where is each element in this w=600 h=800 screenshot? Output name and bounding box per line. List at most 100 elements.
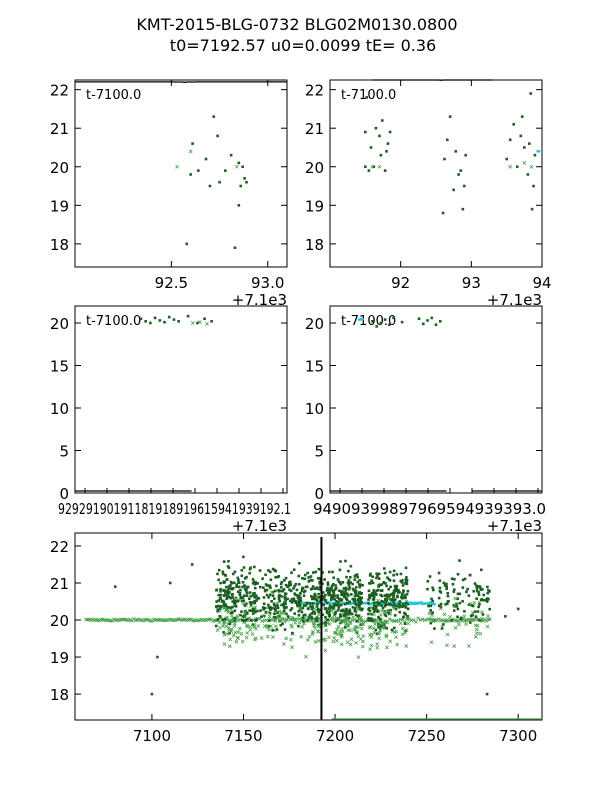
data-point-cross: [349, 637, 354, 642]
data-point: [400, 581, 404, 584]
data-point: [245, 602, 248, 606]
data-point: [482, 593, 486, 597]
data-point: [222, 594, 226, 597]
data-point: [405, 582, 409, 586]
data-point: [324, 621, 327, 624]
data-point: [387, 610, 390, 614]
plot-frame: [329, 79, 543, 268]
data-point-cross: [375, 642, 380, 647]
data-point-cross: [482, 617, 487, 622]
panel-annotation: t-7100.0: [86, 314, 141, 329]
data-point: [196, 321, 199, 325]
data-point: [299, 591, 302, 595]
data-point: [328, 587, 332, 590]
data-point-cross: [375, 645, 380, 650]
data-point-cross: [227, 628, 231, 633]
data-point: [334, 588, 337, 591]
data-point: [343, 611, 347, 615]
data-point: [255, 599, 258, 602]
data-point: [216, 610, 220, 613]
data-point-cross: [392, 619, 397, 623]
data-point: [486, 599, 489, 602]
data-point: [300, 586, 304, 590]
data-point-cross: [242, 611, 247, 616]
data-point-cross: [332, 631, 337, 635]
data-point: [445, 585, 448, 588]
data-point: [186, 314, 190, 318]
data-point: [231, 596, 234, 599]
data-point-cross: [472, 600, 477, 605]
data-point: [331, 594, 335, 598]
data-point: [290, 601, 294, 604]
data-point: [371, 575, 375, 579]
data-point: [218, 604, 221, 608]
data-point: [379, 593, 382, 597]
data-point: [321, 571, 324, 574]
data-point: [347, 579, 351, 582]
data-point: [221, 572, 225, 576]
data-point: [459, 169, 463, 172]
data-point-cross: [205, 321, 209, 326]
data-point: [270, 600, 273, 603]
data-point: [421, 322, 425, 326]
data-point: [334, 619, 338, 623]
x-offset-label: +7.1e3: [487, 517, 542, 535]
data-point-cross: [316, 629, 321, 634]
data-point: [453, 577, 456, 581]
data-point: [283, 597, 287, 600]
data-point: [357, 599, 361, 603]
data-point: [228, 606, 232, 609]
data-point: [321, 598, 325, 601]
data-point: [297, 602, 300, 606]
data-point: [325, 611, 329, 614]
data-point: [406, 614, 409, 618]
data-point: [240, 569, 244, 572]
data-point: [229, 611, 233, 615]
data-point: [289, 583, 293, 587]
data-point: [185, 242, 189, 246]
data-point: [222, 560, 226, 563]
data-point-cross: [373, 618, 378, 623]
y-tick-label: 22: [305, 82, 324, 100]
data-point: [356, 594, 360, 597]
data-point: [386, 142, 390, 145]
data-point: [268, 619, 271, 622]
data-point-cross: [376, 598, 381, 603]
data-point: [219, 597, 223, 601]
data-point: [392, 579, 396, 583]
data-point: [377, 625, 380, 629]
data-point: [301, 616, 304, 620]
data-point: [313, 587, 317, 590]
data-point: [282, 609, 286, 613]
data-point: [275, 584, 278, 588]
data-point: [219, 581, 222, 585]
data-point: [241, 585, 244, 589]
data-point-cross: [293, 620, 298, 625]
data-point: [245, 591, 249, 595]
data-point: [351, 582, 354, 586]
data-point: [225, 597, 228, 601]
data-point: [392, 600, 396, 604]
data-point: [529, 92, 532, 95]
data-point-cross: [403, 630, 407, 635]
data-point-cross: [429, 640, 434, 645]
data-point-cyan: [419, 601, 424, 604]
data-point-cross: [231, 633, 236, 638]
data-point-cross: [394, 635, 398, 639]
data-point: [251, 592, 255, 595]
data-point: [359, 623, 363, 627]
data-point: [332, 589, 336, 593]
data-point: [385, 150, 388, 153]
data-point: [190, 563, 194, 566]
data-point: [328, 604, 332, 608]
data-point-cross: [336, 624, 341, 629]
data-point: [345, 607, 348, 611]
data-point: [286, 615, 290, 618]
data-point: [504, 615, 507, 618]
data-point: [482, 598, 485, 602]
data-point: [318, 582, 322, 585]
y-tick-label: 22: [50, 538, 69, 556]
data-point: [293, 593, 297, 596]
data-point: [221, 570, 225, 574]
data-point: [355, 619, 359, 623]
